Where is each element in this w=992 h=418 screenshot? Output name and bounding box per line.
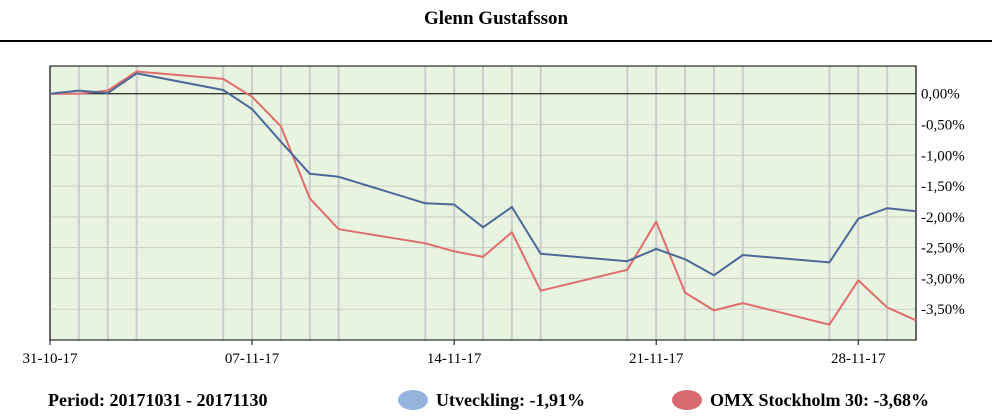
title-divider xyxy=(0,40,992,42)
legend-swatch-utveckling xyxy=(398,390,428,410)
legend-label-omx: OMX Stockholm 30: -3,68% xyxy=(710,389,929,410)
y-tick-label: -2,00% xyxy=(921,210,965,226)
plot-frame xyxy=(49,65,917,341)
y-tick-label: -1,00% xyxy=(921,148,965,164)
period-label: Period: 20171031 - 20171130 xyxy=(48,389,268,410)
series-line-omx xyxy=(50,70,917,326)
x-tick-label: 21-11-17 xyxy=(629,351,684,367)
y-tick-label: -0,50% xyxy=(921,117,965,133)
x-tick-label: 14-11-17 xyxy=(427,351,482,367)
y-tick-label: -2,50% xyxy=(921,241,965,257)
x-tick-label: 31-10-17 xyxy=(23,351,78,367)
y-tick-label: -3,50% xyxy=(921,302,965,318)
y-tick-label: -1,50% xyxy=(921,179,965,195)
legend-item-utveckling: Utveckling: -1,91% xyxy=(398,388,585,412)
y-tick-label: -3,00% xyxy=(921,271,965,287)
chart-title: Glenn Gustafsson xyxy=(423,8,569,29)
series-line-utveckling xyxy=(49,72,917,277)
y-tick-label: 0,00% xyxy=(921,87,960,103)
legend-item-omx: OMX Stockholm 30: -3,68% xyxy=(672,388,929,412)
x-tick-label: 28-11-17 xyxy=(831,351,886,367)
legend-label-utveckling: Utveckling: -1,91% xyxy=(436,389,585,410)
legend-swatch-omx xyxy=(672,390,702,410)
x-tick-label: 07-11-17 xyxy=(225,351,280,367)
